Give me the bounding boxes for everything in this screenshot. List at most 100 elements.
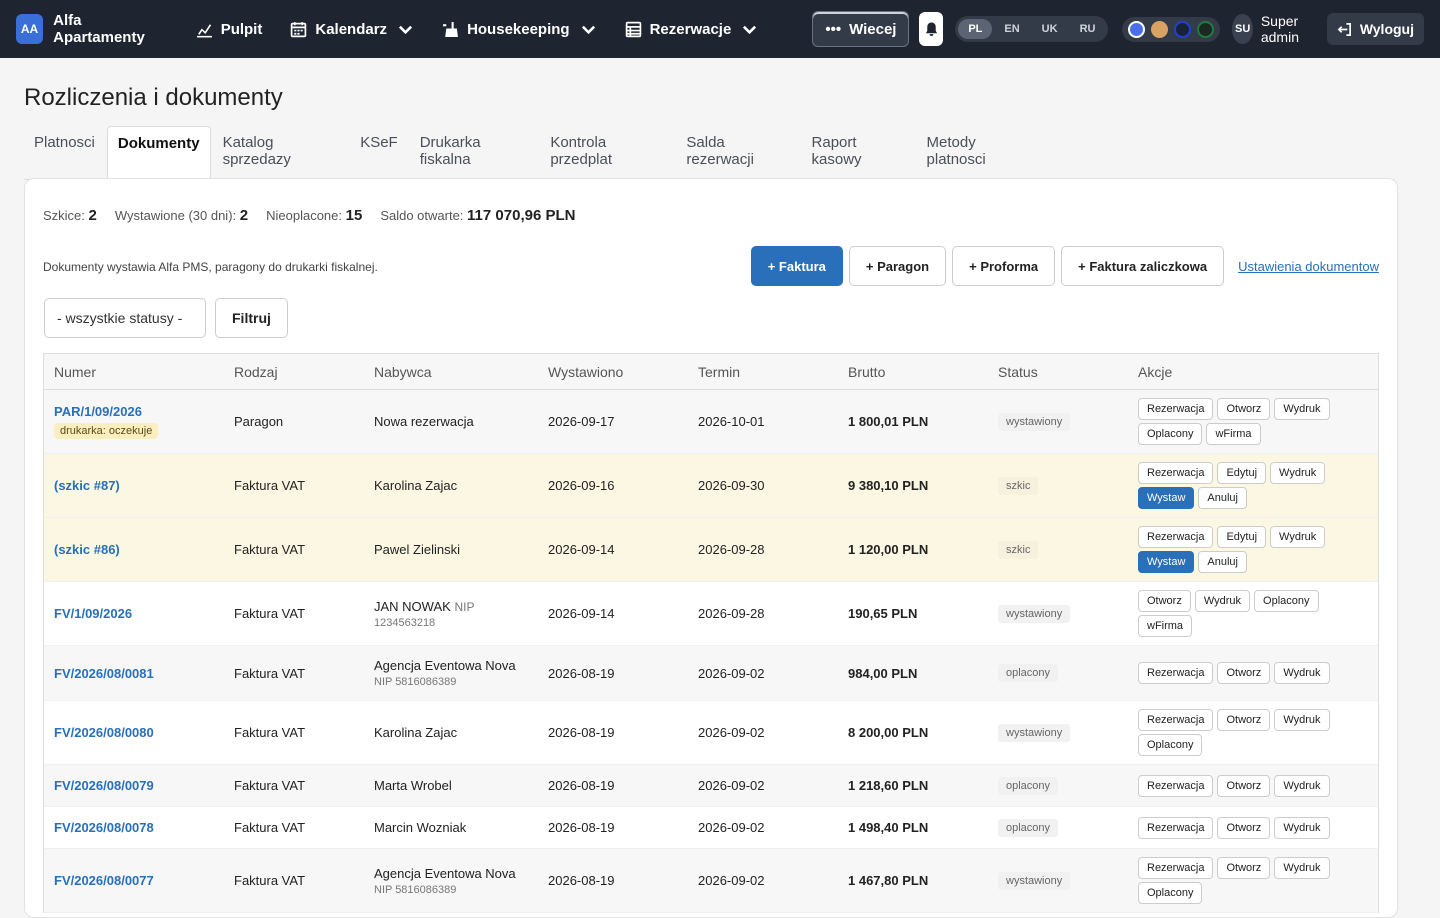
lang-pl[interactable]: PL [958,19,993,39]
action-otworz-button[interactable]: Otworz [1217,662,1271,684]
action-otworz-button[interactable]: Otworz [1217,398,1271,420]
filter-button[interactable]: Filtruj [215,298,288,338]
document-number-link[interactable]: FV/2026/08/0081 [54,665,154,681]
action-wydruk-button[interactable]: Wydruk [1274,398,1330,420]
document-number-link[interactable]: (szkic #87) [54,478,120,493]
action-wydruk-button[interactable]: Wydruk [1274,709,1330,731]
tab-dokumenty[interactable]: Dokumenty [106,126,211,180]
action-edytuj-button[interactable]: Edytuj [1217,462,1267,484]
action-anuluj-button[interactable]: Anuluj [1198,551,1247,573]
new-invoice-button[interactable]: + Faktura [750,246,843,286]
printer-status-badge: drukarka: oczekuje [54,423,159,439]
action-wydruk-button[interactable]: Wydruk [1270,462,1326,484]
status-badge: wystawiony [998,604,1071,623]
nav-housekeeping[interactable]: Housekeeping [428,0,611,58]
nav-pulpit[interactable]: Pulpit [182,0,277,58]
nav-rezerwacje[interactable]: Rezerwacje [611,0,773,58]
filters: - wszystkie statusy - Filtruj [44,298,288,338]
more-button[interactable]: ••• Wiecej [812,11,910,47]
col-termin[interactable]: Termin [698,363,741,380]
theme-sand[interactable] [1151,20,1169,38]
document-number-link[interactable]: PAR/1/09/2026 [54,404,142,419]
action-wydruk-button[interactable]: Wydruk [1274,774,1330,797]
logout-icon [1337,22,1351,36]
document-number-link[interactable]: FV/2026/08/0080 [54,725,154,740]
user-menu[interactable]: SU Super admin [1232,13,1314,45]
action-oplacony-button[interactable]: Oplacony [1254,590,1319,612]
tab-salda-rezerwacji[interactable]: Salda rezerwacji [686,134,754,168]
action-oplacony-button[interactable]: Oplacony [1138,423,1203,445]
brand-name: Alfa Apartamenty [53,12,145,46]
theme-green[interactable] [1197,20,1215,38]
action-wydruk-button[interactable]: Wydruk [1270,526,1326,548]
col-nabywca[interactable]: Nabywca [374,363,432,380]
cell-gross: 1 218,60 PLN [848,778,929,793]
document-number-link[interactable]: FV/1/09/2026 [54,606,133,621]
document-settings-link[interactable]: Ustawienia dokumentow [1238,258,1379,274]
tab-drukarka-fiskalna[interactable]: Drukarka fiskalna [419,134,481,168]
brand[interactable]: AA Alfa Apartamenty [16,12,152,46]
action-wystaw-button[interactable]: Wystaw [1138,551,1195,573]
action-otworz-button[interactable]: Otworz [1217,709,1271,731]
action-rezerwacja-button[interactable]: Rezerwacja [1138,462,1214,484]
lang-en[interactable]: EN [1004,23,1020,35]
new-advance-invoice-button[interactable]: + Faktura zaliczkowa [1061,246,1225,286]
cell-buyer: Marta Wrobel [364,778,538,793]
action-otworz-button[interactable]: Otworz [1217,857,1271,879]
col-wystawiono[interactable]: Wystawiono [548,363,624,380]
cell-gross: 1 498,40 PLN [848,820,929,835]
nav-pulpit-label: Pulpit [220,20,263,38]
action-otworz-button[interactable]: Otworz [1217,816,1271,839]
action-rezerwacja-button[interactable]: Rezerwacja [1138,857,1214,879]
lang-uk[interactable]: UK [1041,23,1058,35]
new-proforma-button[interactable]: + Proforma [952,246,1056,286]
lang-ru[interactable]: RU [1079,23,1096,35]
action-rezerwacja-button[interactable]: Rezerwacja [1138,709,1214,731]
action-edytuj-button[interactable]: Edytuj [1217,526,1267,548]
action-rezerwacja-button[interactable]: Rezerwacja [1138,662,1214,684]
theme-navy[interactable] [1174,20,1192,38]
action-otworz-button[interactable]: Otworz [1217,774,1271,797]
col-numer[interactable]: Numer [54,363,97,380]
tab-metody-platnosci[interactable]: Metody platnosci [926,134,986,168]
cell-type: Faktura VAT [234,820,306,835]
action-otworz-button[interactable]: Otworz [1138,590,1191,612]
logout-button[interactable]: Wyloguj [1326,13,1424,45]
action-wfirma-button[interactable]: wFirma [1138,615,1193,637]
action-rezerwacja-button[interactable]: Rezerwacja [1138,816,1214,839]
action-anuluj-button[interactable]: Anuluj [1198,487,1247,509]
col-brutto[interactable]: Brutto [848,363,886,380]
tab-ksef[interactable]: KSeF [360,134,398,151]
col-status[interactable]: Status [998,363,1038,380]
nav-kalendarz[interactable]: Kalendarz [276,0,428,58]
document-number-link[interactable]: FV/2026/08/0079 [54,778,154,793]
tab-platnosci[interactable]: Platnosci [34,134,95,151]
status-select[interactable]: - wszystkie statusy - [44,298,206,338]
action-rezerwacja-button[interactable]: Rezerwacja [1138,398,1214,420]
status-badge: oplacony [998,664,1059,682]
col-rodzaj[interactable]: Rodzaj [234,363,278,380]
document-number-link[interactable]: (szkic #86) [54,542,120,557]
action-wydruk-button[interactable]: Wydruk [1274,857,1330,879]
cell-due: 2026-09-02 [698,820,765,835]
action-rezerwacja-button[interactable]: Rezerwacja [1138,774,1214,797]
notifications-button[interactable] [919,12,944,46]
document-number-link[interactable]: FV/2026/08/0077 [54,873,154,888]
action-wfirma-button[interactable]: wFirma [1206,423,1261,445]
bell-icon [925,22,938,37]
action-wydruk-button[interactable]: Wydruk [1274,662,1330,684]
tab-raport-kasowy[interactable]: Raport kasowy [811,134,862,168]
action-oplacony-button[interactable]: Oplacony [1138,882,1203,904]
action-wystaw-button[interactable]: Wystaw [1138,487,1195,509]
theme-blue[interactable] [1128,20,1146,38]
new-receipt-button[interactable]: + Paragon [848,246,947,286]
action-wydruk-button[interactable]: Wydruk [1194,590,1251,612]
action-rezerwacja-button[interactable]: Rezerwacja [1138,526,1214,548]
cell-actions: Rezerwacja Otworz Wydruk [1128,774,1380,797]
action-oplacony-button[interactable]: Oplacony [1138,734,1203,756]
user-name: Super admin [1260,13,1299,45]
tab-kontrola-przedplat[interactable]: Kontrola przedplat [550,134,613,168]
tab-katalog-sprzedazy[interactable]: Katalog sprzedazy [222,134,291,168]
action-wydruk-button[interactable]: Wydruk [1274,816,1330,839]
document-number-link[interactable]: FV/2026/08/0078 [54,820,154,835]
